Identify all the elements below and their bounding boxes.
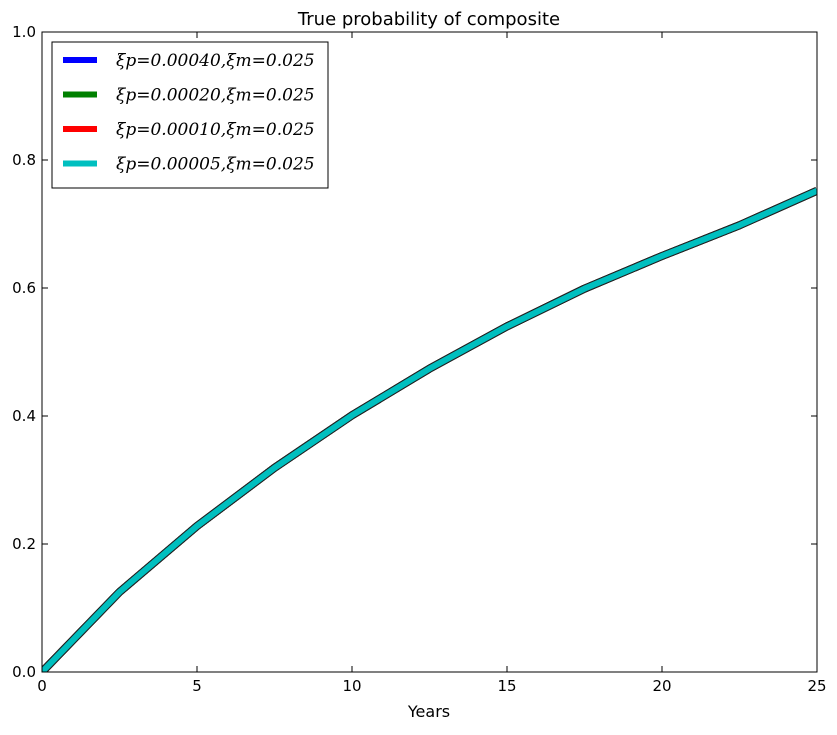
legend: ξp=0.00040,ξm=0.025 ξp=0.00020,ξm=0.025 ξp… xyxy=(51,41,329,189)
legend-label-1: ξp=0.00040,ξm=0.025 xyxy=(116,51,315,71)
y-tick-label: 0.6 xyxy=(12,279,36,297)
series-group xyxy=(42,187,817,672)
x-tick-label: 10 xyxy=(342,677,361,695)
x-tick-label: 5 xyxy=(192,677,202,695)
axis-ticks: 0 5 10 15 20 25 0.0 0.2 0.4 0.6 0.8 1.0 xyxy=(12,23,826,695)
x-axis-label: Years xyxy=(407,702,450,721)
y-tick-label: 1.0 xyxy=(12,23,36,41)
plot-frame xyxy=(41,31,818,673)
y-tick-label: 0.0 xyxy=(12,663,36,681)
series-line-4 xyxy=(42,187,817,672)
x-tick-label: 0 xyxy=(37,677,47,695)
y-tick-label: 0.4 xyxy=(12,407,36,425)
y-tick-label: 0.2 xyxy=(12,535,36,553)
chart-title: True probability of composite xyxy=(297,9,560,30)
x-tick-label: 15 xyxy=(497,677,516,695)
legend-box xyxy=(51,41,329,189)
legend-label-3: ξp=0.00010,ξm=0.025 xyxy=(116,120,315,140)
legend-label-4: ξp=0.00005,ξm=0.025 xyxy=(116,155,315,175)
legend-label-2: ξp=0.00020,ξm=0.025 xyxy=(116,86,315,106)
y-tick-label: 0.8 xyxy=(12,151,36,169)
x-tick-label: 25 xyxy=(807,677,826,695)
x-tick-label: 20 xyxy=(652,677,671,695)
